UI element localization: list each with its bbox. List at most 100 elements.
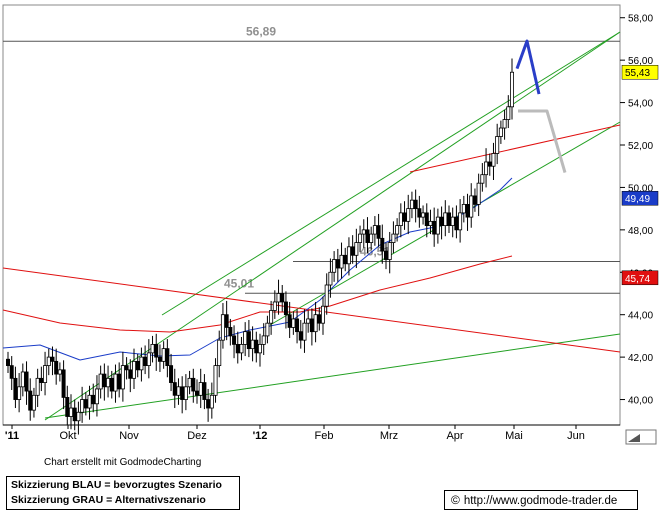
candle-body [272, 301, 277, 311]
x-tick-label: Apr [446, 430, 463, 442]
candle-body [165, 348, 170, 367]
candle-body [20, 371, 25, 388]
candle-body [224, 314, 229, 328]
candle-body [269, 310, 274, 324]
candle-body [169, 365, 174, 383]
candle-body [376, 225, 381, 239]
candle-body [361, 229, 366, 235]
price-marker-label: 49,49 [625, 194, 650, 205]
x-tick-label: Dez [187, 430, 207, 442]
gray-scenario-path [518, 109, 567, 173]
price-marker-label: 45,74 [625, 274, 650, 285]
candle-body [498, 127, 503, 137]
candle-body [454, 216, 459, 231]
candle-body [495, 136, 500, 154]
channel-upper-line-2 [161, 31, 621, 316]
candle-body [83, 399, 88, 409]
candle-body [191, 377, 196, 392]
candle-body [302, 322, 307, 341]
candle-body [317, 314, 322, 324]
y-tick-label: 50,00 [628, 183, 653, 194]
copyright-icon: © [451, 493, 460, 507]
candle-body [387, 242, 392, 260]
level-label: 56,89 [246, 24, 276, 38]
candle-body [180, 386, 185, 400]
candle-body [80, 399, 85, 413]
candle-body [421, 212, 426, 218]
candle-body [209, 394, 214, 409]
candle-body [424, 212, 429, 227]
candle-body [28, 390, 33, 411]
candle-body [87, 394, 92, 409]
candle-body [472, 195, 477, 205]
candle-body [395, 225, 400, 235]
candle-body [343, 254, 348, 265]
moving-average-200-line [2, 255, 513, 333]
x-tick-label: Jun [567, 430, 585, 442]
candle-body [202, 382, 207, 400]
candle-body [117, 373, 122, 390]
candle-body [324, 284, 329, 307]
candle-body [102, 373, 107, 388]
candle-body [46, 356, 51, 367]
candles [6, 58, 514, 435]
candle-body [380, 237, 385, 252]
candle-body [283, 301, 288, 316]
long-term-support-line [44, 333, 621, 419]
candle-body [154, 343, 159, 358]
candle-body [198, 382, 203, 396]
candle-body [235, 343, 240, 354]
x-tick-label: Feb [315, 430, 334, 442]
candle-body [217, 339, 222, 367]
candle-body [265, 322, 270, 337]
legend-gray-line: Skizzierung GRAU = Alternativszenario [11, 494, 206, 506]
candle-body [157, 356, 162, 362]
x-tick-label: Okt [59, 430, 76, 442]
y-tick-label: 52,00 [628, 141, 653, 152]
y-tick-label: 44,00 [628, 311, 653, 322]
candle-body [239, 343, 244, 354]
candle-body [332, 259, 337, 273]
candle-body [446, 212, 451, 227]
candle-body [372, 225, 377, 235]
y-tick-label: 58,00 [628, 14, 653, 25]
candle-body [435, 216, 440, 235]
candle-body [487, 161, 492, 167]
candle-body [76, 411, 81, 422]
channel-upper-line [44, 31, 621, 421]
candle-body [339, 254, 344, 269]
price-marker-badge [621, 64, 659, 80]
candle-body [54, 360, 59, 375]
candle-body [246, 331, 251, 350]
chart-credit: Chart erstellt mit GodmodeCharting [44, 457, 202, 468]
candle-body [128, 369, 133, 379]
website-link[interactable]: © http://www.godmode-trader.de [444, 490, 638, 510]
candle-body [35, 377, 40, 396]
candle-body [432, 220, 437, 235]
candle-body [98, 373, 103, 390]
candle-body [306, 318, 311, 324]
candle-body [458, 212, 463, 231]
candle-body [143, 356, 148, 367]
candle-body [406, 208, 411, 222]
candle-body [94, 388, 99, 405]
candle-body [276, 293, 281, 303]
y-tick-label: 40,00 [628, 396, 653, 407]
candle-body [232, 335, 237, 345]
candle-body [183, 386, 188, 400]
candle-body [57, 369, 62, 375]
candle-body [250, 339, 255, 350]
y-tick-label: 48,00 [628, 226, 653, 237]
website-url[interactable]: http://www.godmode-trader.de [463, 495, 618, 507]
legend-blue-line: Skizzierung BLAU = bevorzugtes Szenario [11, 479, 222, 491]
candle-body [506, 106, 511, 120]
candle-body [24, 371, 29, 392]
candle-body [413, 199, 418, 210]
candle-body [402, 212, 407, 222]
candle-body [213, 365, 218, 396]
candle-body [146, 352, 151, 367]
candle-body [509, 71, 514, 108]
candle-body [417, 208, 422, 218]
x-tick-label: Nov [119, 430, 139, 442]
